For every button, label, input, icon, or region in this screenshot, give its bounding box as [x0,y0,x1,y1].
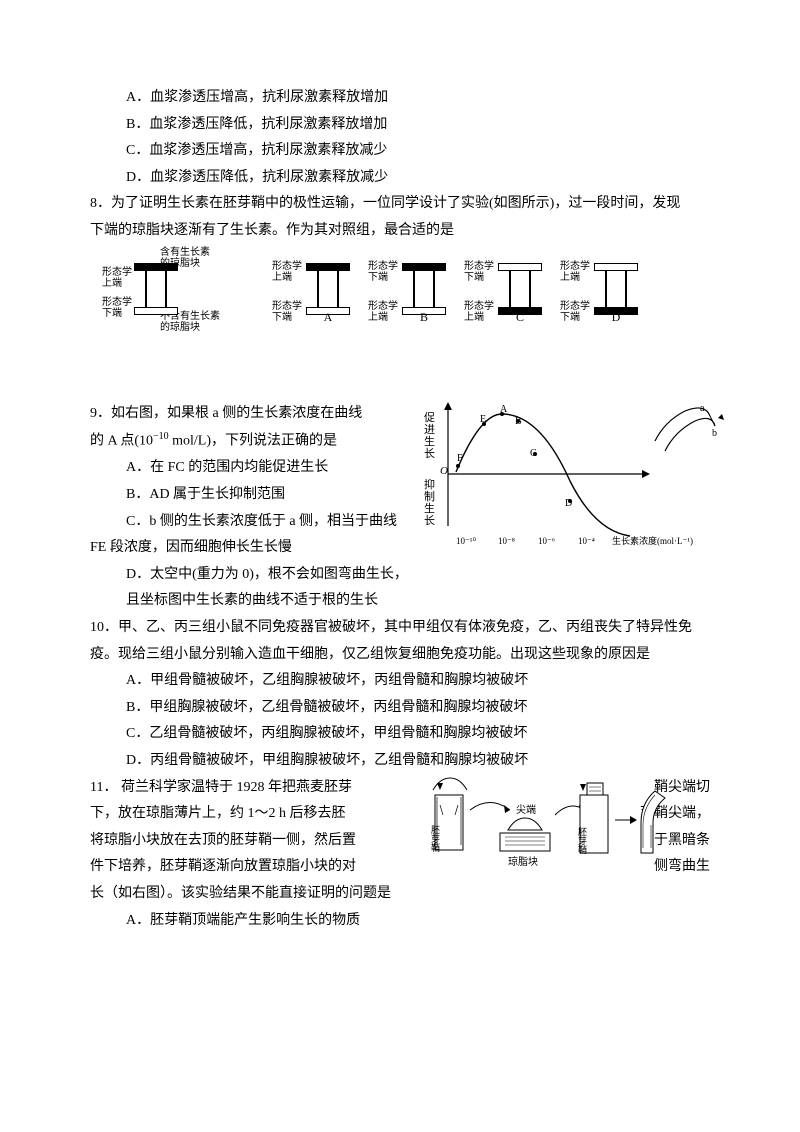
q9-optD-1: D．太空中(重力为 0)，根不会如图弯曲生长， [90,562,710,589]
q10-line1: 10．甲、乙、丙三组小鼠不同免疫器官被破坏，其中甲组仅有体液免疫，乙、丙组丧失了… [90,615,710,642]
svg-text:生长素浓度(mol·L⁻¹): 生长素浓度(mol·L⁻¹) [612,535,693,546]
q8-letter-B: B [420,306,428,329]
q9-optB: B．AD 属于生长抑制范围 [90,482,426,509]
q7-option-D: D．血浆渗透压降低，抗利尿激素释放减少 [90,165,710,192]
svg-text:10⁻⁶: 10⁻⁶ [538,536,555,546]
q8-letter-C: C [516,306,524,329]
q10-optB: B．甲组胸腺被破坏，乙组骨髓被破坏，丙组骨髓和胸腺均被破坏 [90,695,710,722]
svg-text:10⁻⁸: 10⁻⁸ [498,536,515,546]
q10-optC: C．乙组骨髓被破坏，丙组胸腺被破坏，甲组骨髓和胸腺均被破坏 [90,721,710,748]
q10-optD: D．丙组骨髓被破坏，甲组胸腺被破坏，乙组骨髓和胸腺均被破坏 [90,748,710,775]
svg-text:长: 长 [424,514,435,527]
q9-line1: 9．如右图，如果根 a 侧的生长素浓度在曲线 [90,401,390,428]
q7-option-B: B．血浆渗透压降低，抗利尿激素释放增加 [90,112,710,139]
svg-text:生: 生 [424,434,435,448]
q8-text-line2: 下端的琼脂块逐渐有了生长素。作为其对照组，最合适的是 [90,218,710,245]
svg-text:制: 制 [424,490,435,503]
svg-text:10⁻¹⁰: 10⁻¹⁰ [456,536,476,546]
q9-optA: A．在 FC 的范围内均能促进生长 [90,455,426,482]
svg-text:胚芽鞘: 胚芽鞘 [430,824,440,852]
q8-label-morph-bot: 形态学下端 [102,297,132,319]
svg-text:F: F [457,453,463,464]
svg-text:进: 进 [424,423,435,436]
q11-l3a: 将琼脂小块放在去顶的胚芽鞘一侧，然后置 [90,828,380,855]
q8-label-morph-top: 形态学上端 [102,267,132,289]
q9-optD-2: 且坐标图中生长素的曲线不适于根的生长 [90,588,710,615]
q9-chart: A B E F C D 促 进 生 长 O 抑 制 生 [420,396,730,551]
exam-page: A．血浆渗透压增高，抗利尿激素释放增加 B．血浆渗透压降低，抗利尿激素释放增加 … [0,0,800,1132]
q11-l4a: 件下培养，胚芽鞘逐渐向放置琼脂小块的对 [90,854,380,881]
q11-l1a: 11． 荷兰科学家温特于 1928 年把燕麦胚芽 [90,775,380,802]
svg-text:琼脂块: 琼脂块 [508,855,538,868]
q11-l2a: 下，放在琼脂薄片上，约 1～2 h 后移去胚 [90,801,380,828]
q8-figure: 含有生长素的琼脂块 形态学上端 形态学下端 不含有生长素的琼脂块 形态学上端 形… [110,251,670,346]
q9-line2: 的 A 点(10−10 mol/L)，下列说法正确的是 [90,427,390,455]
svg-text:长: 长 [424,447,435,460]
q8-letter-A: A [324,306,333,329]
svg-text:促: 促 [424,410,435,424]
svg-text:O: O [440,465,448,477]
svg-text:a: a [700,403,705,414]
svg-text:抑: 抑 [424,477,435,491]
svg-text:b: b [712,428,717,439]
q9-block: A B E F C D 促 进 生 长 O 抑 制 生 [90,401,710,615]
q11-optA: A．胚芽鞘顶端能产生影响生长的物质 [90,908,710,935]
svg-text:生: 生 [424,501,435,515]
q10-line2: 疫。现给三组小鼠分别输入造血干细胞，仅乙组恢复细胞免疫功能。出现这些现象的原因是 [90,642,710,669]
q11-figure: 胚芽鞘 尖端 琼脂块 [415,775,670,895]
svg-text:10⁻⁴: 10⁻⁴ [578,536,595,546]
svg-text:胚芽鞘: 胚芽鞘 [577,826,587,854]
q8-text-line1: 8．为了证明生长素在胚芽鞘中的极性运输，一位同学设计了实验(如图所示)，过一段时… [90,191,710,218]
q10-optA: A．甲组骨髓被破坏，乙组胸腺被破坏，丙组骨髓和胸腺均被破坏 [90,668,710,695]
q7-option-C: C．血浆渗透压增高，抗利尿激素释放减少 [90,138,710,165]
svg-text:尖端: 尖端 [516,803,536,816]
q8-letter-D: D [612,306,621,329]
q11-block: 胚芽鞘 尖端 琼脂块 [90,775,710,935]
q7-option-A: A．血浆渗透压增高，抗利尿激素释放增加 [90,85,710,112]
